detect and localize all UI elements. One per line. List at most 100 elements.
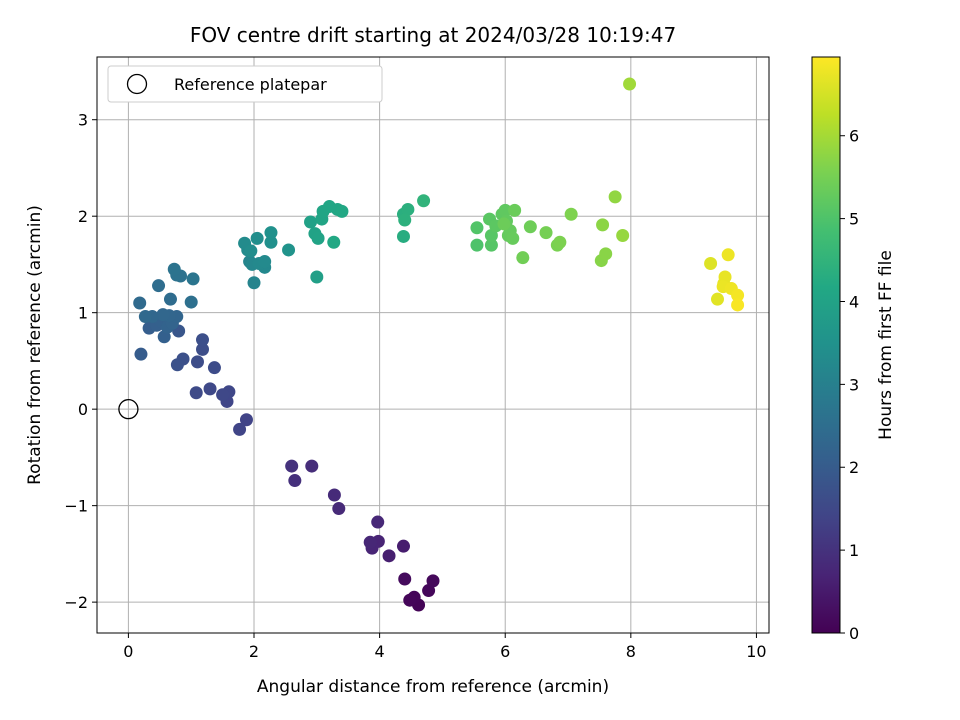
data-point	[304, 215, 318, 229]
data-point	[623, 77, 637, 91]
data-point	[403, 593, 417, 607]
data-point	[506, 231, 520, 245]
data-point	[167, 262, 181, 276]
data-point	[239, 413, 253, 427]
data-point	[163, 292, 177, 306]
data-point	[711, 292, 725, 306]
data-point	[553, 235, 567, 249]
data-point	[138, 310, 152, 324]
x-tick-label: 8	[626, 642, 636, 661]
data-point	[184, 295, 198, 309]
data-point	[398, 572, 412, 586]
data-point	[156, 308, 170, 322]
colorbar-tick-label: 1	[849, 541, 859, 560]
y-tick-label: 2	[78, 207, 88, 226]
data-point	[134, 347, 148, 361]
data-point	[207, 361, 221, 375]
data-point	[186, 272, 200, 286]
data-point	[335, 204, 349, 218]
y-axis: −2 −1 0 1 2 3	[64, 111, 97, 612]
data-point	[417, 194, 431, 208]
data-point	[250, 231, 264, 245]
data-point	[523, 220, 537, 234]
y-tick-label: 0	[78, 400, 88, 419]
data-point	[731, 298, 745, 312]
data-point	[539, 226, 553, 240]
colorbar-tick-label: 6	[849, 127, 859, 146]
data-point	[398, 213, 412, 227]
x-tick-label: 0	[123, 642, 133, 661]
data-point	[189, 386, 203, 400]
x-tick-label: 4	[375, 642, 385, 661]
colorbar-ticks: 0 1 2 3 4 5 6	[840, 127, 859, 643]
y-tick-label: 1	[78, 304, 88, 323]
colorbar-tick-label: 0	[849, 624, 859, 643]
x-tick-label: 6	[500, 642, 510, 661]
legend-box	[107, 65, 383, 103]
data-point	[363, 535, 377, 549]
colorbar	[811, 56, 841, 634]
data-point	[596, 218, 610, 232]
legend-label-reference: Reference platepar	[174, 75, 327, 94]
y-tick-label: −2	[64, 593, 88, 612]
x-axis: 0 2 4 6 8 10	[123, 633, 767, 661]
data-point	[599, 247, 613, 261]
data-point	[704, 256, 718, 270]
data-point	[233, 422, 247, 436]
colorbar-tick-label: 4	[849, 292, 859, 311]
data-point	[285, 459, 299, 473]
data-point	[731, 288, 745, 302]
data-point	[616, 228, 630, 242]
data-point	[422, 584, 436, 598]
y-tick-label: −1	[64, 497, 88, 516]
data-point	[327, 488, 341, 502]
data-point	[498, 203, 512, 217]
data-point	[470, 238, 484, 252]
data-point	[396, 229, 410, 243]
data-point	[244, 244, 258, 258]
data-point	[332, 502, 346, 516]
colorbar-label: Hours from first FF file	[876, 250, 896, 440]
data-point	[133, 296, 147, 310]
x-axis-label: Angular distance from reference (arcmin)	[257, 677, 609, 697]
data-point	[470, 221, 484, 235]
data-point	[396, 539, 410, 553]
colorbar-tick-label: 3	[849, 375, 859, 394]
data-point	[564, 207, 578, 221]
data-point	[203, 382, 217, 396]
data-point	[497, 217, 511, 231]
data-point	[371, 515, 385, 529]
data-point	[327, 235, 341, 249]
colorbar-tick-label: 2	[849, 458, 859, 477]
data-point	[718, 270, 732, 284]
data-points	[118, 77, 745, 612]
data-point	[288, 474, 302, 488]
x-tick-label: 10	[746, 642, 766, 661]
data-point	[258, 255, 272, 269]
data-point	[170, 358, 184, 372]
data-point	[484, 238, 498, 252]
chart-title: FOV centre drift starting at 2024/03/28 …	[190, 23, 676, 47]
data-point	[196, 333, 210, 347]
data-point	[282, 243, 296, 257]
legend-marker-reference	[126, 73, 148, 95]
data-point	[264, 235, 278, 249]
data-point	[721, 248, 735, 262]
y-axis-label: Rotation from reference (arcmin)	[25, 205, 45, 485]
data-point	[484, 228, 498, 242]
data-point	[152, 279, 166, 293]
data-point	[508, 203, 522, 217]
data-point	[401, 202, 415, 216]
data-point	[196, 342, 210, 356]
data-point	[305, 459, 319, 473]
data-point	[426, 574, 440, 588]
y-tick-label: 3	[78, 111, 88, 130]
x-tick-label: 2	[249, 642, 259, 661]
data-point	[190, 355, 204, 369]
reference-marker	[118, 399, 139, 420]
colorbar-tick-label: 5	[849, 210, 859, 229]
data-point	[382, 549, 396, 563]
data-point	[216, 388, 230, 402]
data-point	[311, 231, 325, 245]
